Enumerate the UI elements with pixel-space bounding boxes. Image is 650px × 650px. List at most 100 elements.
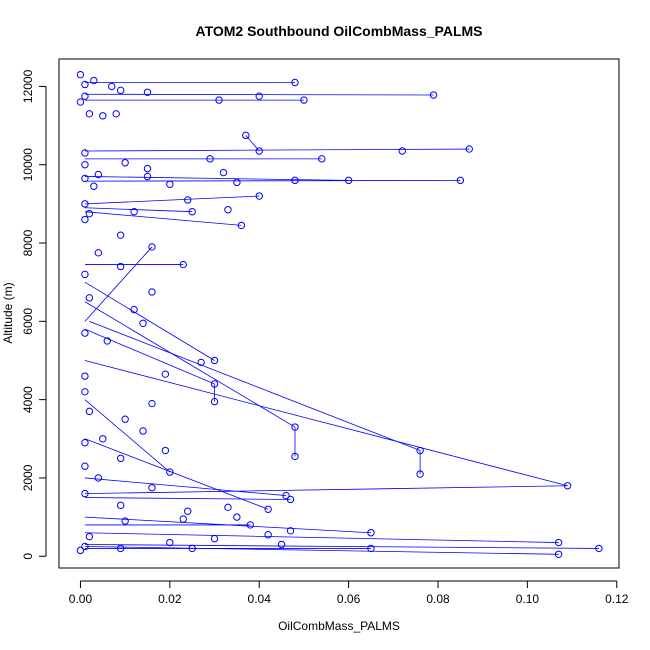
- data-point: [224, 503, 232, 512]
- data-point: [367, 544, 375, 553]
- data-point: [398, 147, 406, 155]
- data-point: [255, 92, 263, 100]
- data-point: [300, 96, 308, 104]
- data-point: [344, 176, 353, 185]
- data-point: [99, 112, 107, 120]
- chart-title: ATOM2 Southbound OilCombMass_PALMS: [196, 23, 483, 39]
- data-point: [282, 491, 290, 500]
- series-lines: [84, 82, 599, 555]
- data-point: [81, 388, 89, 396]
- data-point: [210, 356, 219, 365]
- data-point: [121, 415, 129, 423]
- data-point: [81, 92, 89, 100]
- x-tick-label: 0.08: [426, 592, 450, 606]
- series-segment: [84, 477, 287, 496]
- data-point: [166, 180, 174, 188]
- data-point: [367, 529, 375, 537]
- plot-frame: [58, 58, 620, 569]
- data-point: [166, 468, 174, 476]
- data-point: [429, 91, 438, 99]
- data-point: [85, 532, 94, 541]
- series-segment: [84, 148, 470, 152]
- data-point: [215, 96, 223, 104]
- series-segment: [84, 546, 559, 555]
- data-point: [76, 98, 85, 106]
- data-point: [130, 305, 138, 314]
- series-segment: [84, 544, 599, 549]
- data-point: [161, 446, 170, 455]
- data-point: [554, 550, 563, 558]
- data-point: [416, 470, 424, 478]
- data-point: [197, 358, 205, 367]
- data-point: [148, 288, 156, 296]
- x-axis: 0.00 0.02 0.04 0.06 0.08 0.10 0.12: [69, 580, 629, 606]
- data-point: [188, 544, 196, 553]
- data-point: [94, 249, 103, 257]
- data-point: [121, 159, 129, 167]
- x-tick-label: 0.04: [248, 592, 272, 606]
- x-tick-label: 0.00: [69, 592, 93, 606]
- data-point: [81, 462, 89, 470]
- data-point: [130, 208, 138, 216]
- series-segment: [89, 320, 421, 451]
- data-point: [161, 370, 170, 378]
- y-tick-label: 4000: [21, 386, 35, 413]
- data-point: [554, 538, 563, 547]
- data-point: [318, 155, 326, 163]
- data-point: [255, 192, 263, 200]
- data-point: [81, 329, 89, 337]
- data-point: [85, 294, 94, 302]
- data-point: [116, 262, 125, 271]
- y-axis-label: Altitude (m): [1, 282, 15, 343]
- data-point: [99, 435, 107, 443]
- data-point: [90, 182, 98, 190]
- data-point: [416, 446, 424, 455]
- series-segment: [84, 179, 461, 182]
- x-axis-label: OilCombMass_PALMS: [278, 619, 400, 633]
- data-point: [143, 88, 152, 96]
- data-point: [85, 407, 94, 416]
- data-point: [81, 270, 89, 279]
- data-point: [148, 399, 156, 408]
- y-tick-label: 10000: [21, 148, 35, 182]
- y-tick-label: 12000: [21, 69, 35, 103]
- y-tick-label: 6000: [21, 308, 35, 335]
- series-segment: [84, 485, 568, 495]
- data-point: [291, 423, 299, 431]
- data-point: [291, 452, 299, 461]
- data-point: [237, 221, 246, 230]
- data-point: [116, 501, 125, 510]
- series-segment: [84, 195, 260, 205]
- y-tick-label: 0: [21, 553, 35, 560]
- data-point: [103, 337, 111, 345]
- data-point: [291, 78, 299, 87]
- data-point: [264, 531, 272, 539]
- y-tick-label: 8000: [21, 229, 35, 256]
- data-point: [121, 517, 129, 525]
- data-point: [112, 110, 120, 118]
- data-point: [224, 206, 232, 214]
- data-point: [81, 80, 89, 89]
- data-point: [143, 164, 152, 173]
- series-segment: [84, 438, 269, 510]
- data-point: [233, 513, 241, 521]
- data-point: [166, 538, 174, 547]
- series-segment: [84, 497, 291, 500]
- data-point: [139, 427, 147, 435]
- data-point: [210, 380, 219, 388]
- data-point: [179, 515, 187, 523]
- data-point: [116, 544, 125, 553]
- data-point: [94, 170, 103, 179]
- series-segment: [84, 93, 434, 96]
- data-point: [85, 110, 94, 118]
- data-point: [108, 82, 116, 91]
- data-point: [206, 155, 214, 163]
- data-point: [179, 260, 187, 269]
- data-point: [81, 161, 89, 169]
- data-point: [116, 454, 125, 463]
- data-point: [277, 540, 286, 549]
- series-points: [76, 70, 603, 558]
- data-point: [116, 231, 125, 239]
- data-point: [184, 196, 192, 204]
- series-segment: [84, 207, 193, 213]
